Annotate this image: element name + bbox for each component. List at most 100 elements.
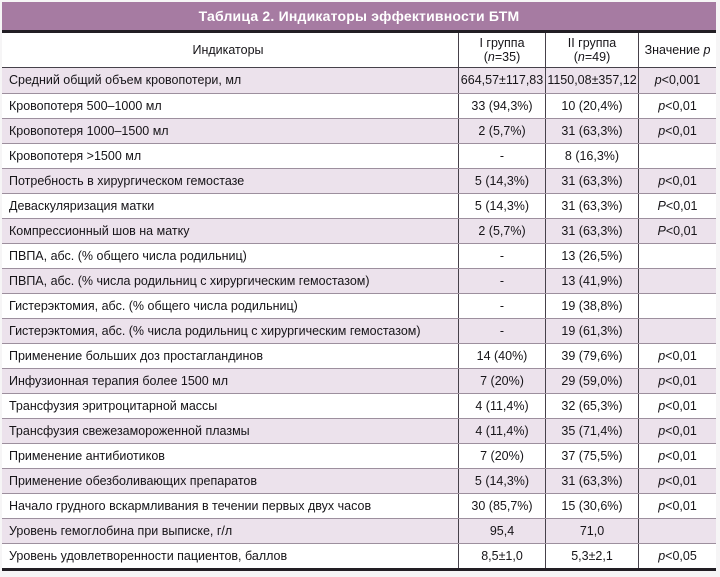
group2-value-cell: 39 (79,6%)	[545, 344, 638, 368]
indicator-cell: Кровопотеря >1500 мл	[9, 148, 142, 163]
group2-value-cell: 19 (61,3%)	[545, 319, 638, 343]
table-row: ПВПА, абс. (% общего числа родильниц) - …	[2, 243, 716, 268]
table-row: Средний общий объем кровопотери, мл 664,…	[2, 68, 716, 93]
group2-value-cell: 32 (65,3%)	[545, 394, 638, 418]
indicator-cell: Трансфузия эритроцитарной массы	[9, 398, 218, 413]
indicator-cell: Применение антибиотиков	[9, 448, 165, 463]
divider-bottom	[2, 568, 716, 571]
table-header-row: Индикаторы I группа (n=35) II группа (n=…	[2, 33, 716, 68]
indicator-cell: Кровопотеря 500–1000 мл	[9, 98, 162, 113]
p-value-cell: p<0,05	[638, 544, 716, 568]
group1-value-cell: 8,5±1,0	[458, 544, 545, 568]
table-row: Компрессионный шов на матку 2 (5,7%) 31 …	[2, 218, 716, 243]
col-header-group2: II группа (n=49)	[545, 33, 638, 67]
group1-value-cell: 14 (40%)	[458, 344, 545, 368]
table-title: Таблица 2. Индикаторы эффективности БТМ	[198, 8, 520, 24]
p-value-cell: p<0,01	[638, 469, 716, 493]
group1-value-cell: 30 (85,7%)	[458, 494, 545, 518]
group1-value-cell: 5 (14,3%)	[458, 194, 545, 218]
group2-value-cell: 31 (63,3%)	[545, 469, 638, 493]
group1-n: (n=35)	[483, 50, 521, 64]
group2-value-cell: 13 (26,5%)	[545, 244, 638, 268]
group1-value-cell: 7 (20%)	[458, 369, 545, 393]
p-value-cell: P<0,01	[638, 219, 716, 243]
indicator-cell: Уровень гемоглобина при выписке, г/л	[9, 523, 233, 538]
group2-value-cell: 8 (16,3%)	[545, 144, 638, 168]
col-header-p-value: Значение p	[638, 33, 716, 67]
p-value-cell	[638, 269, 716, 293]
group1-value-cell: 4 (11,4%)	[458, 419, 545, 443]
group1-value-cell: 5 (14,3%)	[458, 169, 545, 193]
table-row: Применение больших доз простагландинов 1…	[2, 343, 716, 368]
indicator-cell: Инфузионная терапия более 1500 мл	[9, 373, 229, 388]
p-value-cell: p<0,001	[638, 68, 716, 93]
group1-value-cell: -	[458, 269, 545, 293]
p-value-cell	[638, 294, 716, 318]
group1-value-cell: 2 (5,7%)	[458, 219, 545, 243]
group2-value-cell: 19 (38,8%)	[545, 294, 638, 318]
p-value-cell: p<0,01	[638, 169, 716, 193]
indicator-cell: Гистерэктомия, абс. (% числа родильниц с…	[9, 323, 421, 338]
p-value-cell	[638, 144, 716, 168]
indicator-cell: Потребность в хирургическом гемостазе	[9, 173, 245, 188]
p-value-cell: p<0,01	[638, 119, 716, 143]
col-header-indicators: Индикаторы	[192, 42, 264, 57]
table-row: Начало грудного вскармливания в течении …	[2, 493, 716, 518]
indicator-cell: Начало грудного вскармливания в течении …	[9, 498, 372, 513]
indicator-cell: Применение обезболивающих препаратов	[9, 473, 257, 488]
group2-value-cell: 35 (71,4%)	[545, 419, 638, 443]
indicator-cell: Деваскуляризация матки	[9, 198, 155, 213]
group2-value-cell: 13 (41,9%)	[545, 269, 638, 293]
indicator-cell: Кровопотеря 1000–1500 мл	[9, 123, 169, 138]
p-value-cell: p<0,01	[638, 369, 716, 393]
indicator-cell: Компрессионный шов на матку	[9, 223, 190, 238]
group1-value-cell: -	[458, 294, 545, 318]
table-row: ПВПА, абс. (% числа родильниц с хирургич…	[2, 268, 716, 293]
indicator-cell: ПВПА, абс. (% общего числа родильниц)	[9, 248, 247, 263]
p-value-cell: p<0,01	[638, 444, 716, 468]
group2-value-cell: 1150,08±357,12	[545, 68, 638, 93]
group1-value-cell: -	[458, 319, 545, 343]
table-title-bar: Таблица 2. Индикаторы эффективности БТМ	[2, 2, 716, 30]
group2-value-cell: 31 (63,3%)	[545, 219, 638, 243]
p-value-cell	[638, 519, 716, 543]
p-value-cell	[638, 319, 716, 343]
group1-value-cell: 5 (14,3%)	[458, 469, 545, 493]
group2-value-cell: 10 (20,4%)	[545, 94, 638, 118]
divider-top	[2, 30, 716, 33]
col-header-group1: I группа (n=35)	[458, 33, 545, 67]
table-figure: Таблица 2. Индикаторы эффективности БТМ …	[2, 2, 716, 571]
group2-value-cell: 31 (63,3%)	[545, 169, 638, 193]
group2-value-cell: 29 (59,0%)	[545, 369, 638, 393]
indicator-cell: Трансфузия свежезамороженной плазмы	[9, 423, 250, 438]
table-row: Потребность в хирургическом гемостазе 5 …	[2, 168, 716, 193]
group1-value-cell: 4 (11,4%)	[458, 394, 545, 418]
p-value-cell: p<0,01	[638, 94, 716, 118]
p-value-cell: p<0,01	[638, 494, 716, 518]
group1-value-cell: 2 (5,7%)	[458, 119, 545, 143]
table-row: Гистерэктомия, абс. (% числа родильниц с…	[2, 318, 716, 343]
table-row: Инфузионная терапия более 1500 мл 7 (20%…	[2, 368, 716, 393]
table-row: Трансфузия свежезамороженной плазмы 4 (1…	[2, 418, 716, 443]
group1-value-cell: 664,57±117,83	[458, 68, 545, 93]
table-row: Уровень гемоглобина при выписке, г/л 95,…	[2, 518, 716, 543]
p-value-cell: p<0,01	[638, 344, 716, 368]
group1-name: I группа	[479, 35, 525, 50]
group2-value-cell: 31 (63,3%)	[545, 119, 638, 143]
p-value-cell: p<0,01	[638, 419, 716, 443]
group1-value-cell: 7 (20%)	[458, 444, 545, 468]
table-row: Кровопотеря 500–1000 мл 33 (94,3%) 10 (2…	[2, 93, 716, 118]
group2-n: (n=49)	[573, 50, 611, 64]
table-row: Применение обезболивающих препаратов 5 (…	[2, 468, 716, 493]
group1-value-cell: -	[458, 144, 545, 168]
group2-value-cell: 15 (30,6%)	[545, 494, 638, 518]
p-value-cell: P<0,01	[638, 194, 716, 218]
group1-value-cell: 95,4	[458, 519, 545, 543]
p-value-cell: p<0,01	[638, 394, 716, 418]
indicator-cell: ПВПА, абс. (% числа родильниц с хирургич…	[9, 273, 370, 288]
indicator-cell: Уровень удовлетворенности пациентов, бал…	[9, 548, 288, 563]
p-value-cell	[638, 244, 716, 268]
table-body: Средний общий объем кровопотери, мл 664,…	[2, 68, 716, 568]
group1-value-cell: -	[458, 244, 545, 268]
table-row: Применение антибиотиков 7 (20%) 37 (75,5…	[2, 443, 716, 468]
